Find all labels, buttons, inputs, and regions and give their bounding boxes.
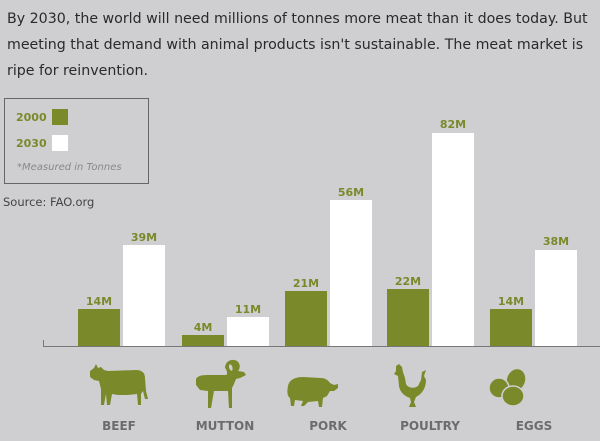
value-label-eggs-2030: 38M — [542, 235, 570, 248]
chart-legend: 2000 2030 *Measured in Tonnes — [4, 98, 149, 184]
value-label-mutton-2000: 4M — [193, 321, 213, 334]
cow-icon — [90, 364, 148, 405]
bar-beef-2030 — [123, 245, 165, 346]
bar-mutton-2000 — [182, 335, 224, 346]
pig-icon — [287, 377, 338, 407]
value-label-beef-2000: 14M — [85, 295, 113, 308]
category-label-pork: PORK — [309, 419, 347, 433]
bar-pork-2030 — [330, 200, 372, 346]
bar-eggs-2000 — [490, 309, 532, 346]
legend-swatch-2000 — [52, 109, 68, 125]
legend-label: 2030 — [16, 136, 47, 150]
category-label-eggs: EGGS — [515, 419, 553, 433]
x-axis — [43, 346, 600, 347]
intro-paragraph: By 2030, the world will need millions of… — [7, 11, 588, 79]
bar-pork-2000 — [285, 291, 327, 346]
value-label-pork-2030: 56M — [337, 186, 365, 199]
value-label-poultry-2030: 82M — [439, 118, 467, 131]
source-credit: Source: FAO.org — [3, 195, 95, 209]
legend-item-2030: 2030 — [16, 135, 68, 151]
value-label-mutton-2030: 11M — [234, 303, 262, 316]
eggs-icon — [488, 369, 526, 407]
value-label-poultry-2000: 22M — [394, 275, 422, 288]
value-label-eggs-2000: 14M — [497, 295, 525, 308]
value-label-beef-2030: 39M — [130, 231, 158, 244]
category-label-beef: BEEF — [102, 419, 136, 433]
ram-icon — [196, 359, 246, 408]
y-axis-tick — [43, 340, 44, 347]
legend-note: *Measured in Tonnes — [17, 162, 122, 173]
bar-poultry-2030 — [432, 133, 474, 346]
bar-eggs-2030 — [535, 250, 577, 346]
category-label-mutton: MUTTON — [195, 419, 255, 433]
category-label-poultry: POULTRY — [400, 419, 460, 433]
bar-beef-2000 — [78, 309, 120, 346]
bar-mutton-2030 — [227, 317, 269, 346]
legend-label: 2000 — [16, 110, 47, 124]
legend-item-2000: 2000 — [16, 109, 68, 125]
legend-swatch-2030 — [52, 135, 68, 151]
bar-poultry-2000 — [387, 289, 429, 346]
chicken-icon — [394, 364, 426, 407]
value-label-pork-2000: 21M — [292, 277, 320, 290]
